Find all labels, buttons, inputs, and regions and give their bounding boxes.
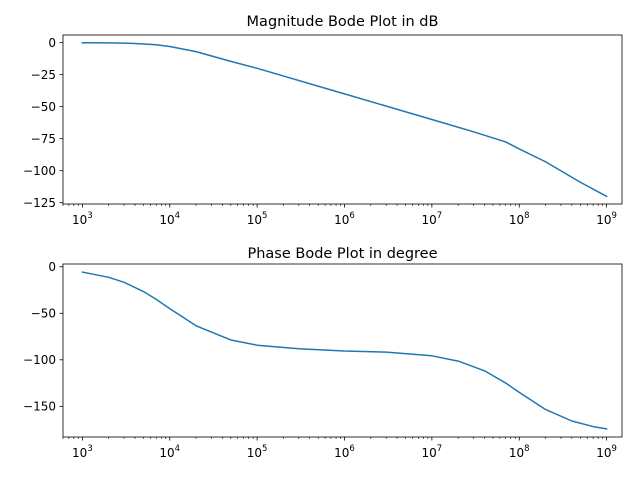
y-tick-label: 0 [48,36,56,50]
x-tick-exponent: 4 [175,444,180,454]
x-tick-label: 105 [247,211,268,227]
x-tick-base: 10 [596,213,611,227]
x-tick-base: 10 [509,213,524,227]
x-tick-base: 10 [72,213,87,227]
x-tick-label: 104 [159,211,180,227]
y-tick-label: −150 [23,400,56,414]
x-tick-exponent: 3 [87,444,92,454]
x-tick-base: 10 [159,446,174,460]
axes-frame [62,263,623,438]
x-tick-exponent: 4 [175,211,180,221]
x-tick-base: 10 [596,446,611,460]
x-tick-exponent: 5 [262,444,267,454]
x-tick-label: 108 [509,211,530,227]
x-tick-base: 10 [72,446,87,460]
x-tick-base: 10 [334,446,349,460]
x-tick-exponent: 9 [612,211,617,221]
y-tick-label: −100 [23,164,56,178]
y-tick-label: −25 [31,68,56,82]
y-tick-label: −50 [31,100,56,114]
series-line [81,271,608,430]
y-tick-label: −100 [23,353,56,367]
x-tick-base: 10 [247,213,262,227]
x-tick-base: 10 [509,446,524,460]
y-tick-label: −75 [31,132,56,146]
x-tick-exponent: 8 [524,444,529,454]
x-tick-exponent: 7 [437,444,442,454]
chart-title: Magnitude Bode Plot in dB [247,14,439,30]
x-tick-label: 103 [72,444,93,460]
x-tick-exponent: 3 [87,211,92,221]
x-tick-label: 106 [334,211,355,227]
x-tick-label: 107 [422,444,443,460]
axes-frame [62,34,623,205]
chart-title: Phase Bode Plot in degree [247,246,437,262]
x-tick-label: 108 [509,444,530,460]
x-tick-base: 10 [334,213,349,227]
x-tick-base: 10 [247,446,262,460]
x-tick-base: 10 [422,213,437,227]
x-tick-label: 109 [596,444,617,460]
x-tick-label: 107 [422,211,443,227]
x-tick-label: 109 [596,211,617,227]
x-tick-exponent: 6 [349,211,354,221]
x-tick-label: 103 [72,211,93,227]
series-line [81,41,608,198]
x-tick-exponent: 5 [262,211,267,221]
x-tick-label: 105 [247,444,268,460]
y-tick-label: −50 [31,307,56,321]
x-tick-exponent: 9 [612,444,617,454]
y-tick-label: −125 [23,196,56,210]
x-tick-exponent: 8 [524,211,529,221]
x-tick-base: 10 [422,446,437,460]
x-tick-exponent: 6 [349,444,354,454]
x-tick-label: 104 [159,444,180,460]
y-tick-label: 0 [48,260,56,274]
x-tick-label: 106 [334,444,355,460]
x-tick-exponent: 7 [437,211,442,221]
x-tick-base: 10 [159,213,174,227]
